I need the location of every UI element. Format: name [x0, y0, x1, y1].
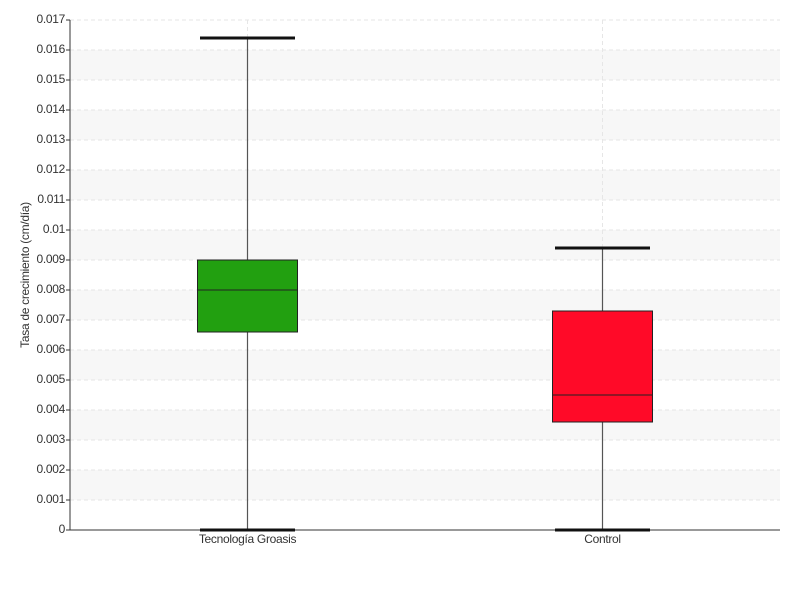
y-axis-label: Tasa de crecimiento (cm/día)	[18, 202, 32, 348]
grid-band	[70, 410, 780, 440]
y-tick-label: 0.001	[36, 492, 65, 506]
y-tick-label: 0.015	[36, 72, 65, 86]
y-tick-label: 0.008	[36, 282, 65, 296]
x-tick-label: Tecnología Groasis	[199, 532, 297, 546]
y-tick-label: 0.002	[36, 462, 65, 476]
grid-band	[70, 230, 780, 260]
grid-band	[70, 110, 780, 140]
y-tick-label: 0.01	[43, 222, 66, 236]
grid-band	[70, 50, 780, 80]
grid-band	[70, 470, 780, 500]
y-tick-label: 0.007	[36, 312, 65, 326]
y-tick-label: 0.005	[36, 372, 65, 386]
y-tick-label: 0.014	[36, 102, 65, 116]
y-tick-label: 0.003	[36, 432, 65, 446]
y-tick-label: 0.004	[36, 402, 65, 416]
y-tick-label: 0.009	[36, 252, 65, 266]
y-tick-label: 0.012	[36, 162, 65, 176]
grid-band	[70, 350, 780, 380]
x-tick-label: Control	[584, 532, 621, 546]
grid-band	[70, 170, 780, 200]
box	[197, 259, 298, 333]
y-tick-label: 0.006	[36, 342, 65, 356]
box	[552, 310, 653, 423]
y-tick-label: 0	[59, 522, 66, 536]
y-tick-label: 0.017	[36, 12, 65, 26]
grid-band	[70, 290, 780, 320]
y-tick-label: 0.011	[37, 192, 65, 206]
y-tick-label: 0.013	[36, 132, 65, 146]
y-tick-label: 0.016	[36, 42, 65, 56]
